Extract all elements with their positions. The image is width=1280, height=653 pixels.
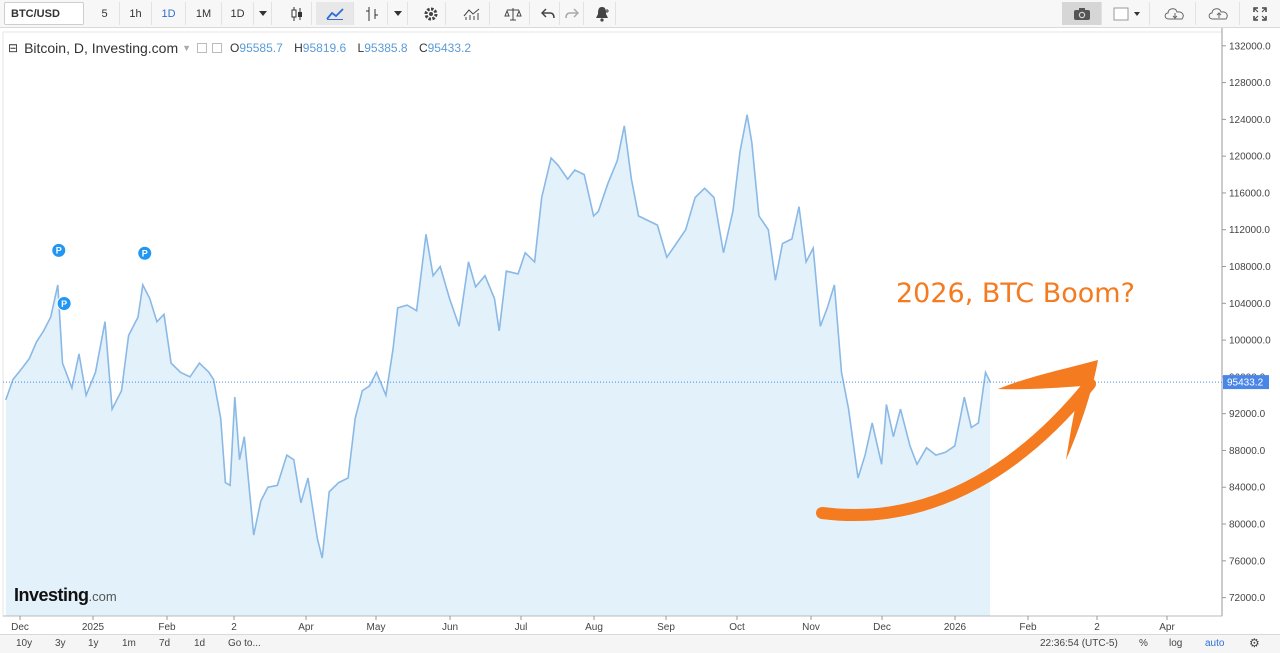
y-tick-label: 92000.0	[1229, 409, 1266, 420]
y-tick-label: 76000.0	[1229, 556, 1266, 567]
price-chart[interactable]: 72000.0 76000.0 80000.0 84000.0 88000.0 92000…	[0, 28, 1280, 634]
p-marker-dot	[137, 245, 153, 261]
last-price-label: 95433.2	[1227, 378, 1264, 389]
y-tick-label: 108000.0	[1229, 262, 1271, 273]
low-value: 95385.8	[364, 41, 408, 55]
p-marker: P	[137, 245, 153, 261]
interval-5[interactable]: 5	[90, 2, 120, 25]
range-7d[interactable]: 7d	[159, 638, 171, 649]
y-tick-label: 84000.0	[1229, 483, 1266, 494]
y-tick-label: 112000.0	[1229, 225, 1270, 236]
y-tick-label: 88000.0	[1229, 446, 1266, 457]
y-tick-label: 120000.0	[1229, 152, 1271, 163]
balance-icon[interactable]	[496, 2, 530, 25]
range-1m[interactable]: 1m	[122, 638, 136, 649]
annotation-text: 2026, BTC Boom?	[896, 278, 1135, 309]
goto-button[interactable]: Go to...	[228, 638, 261, 649]
legend-dropdown-icon[interactable]: ▼	[182, 43, 192, 53]
markers: P P P	[51, 242, 153, 311]
redo-icon[interactable]	[560, 2, 584, 25]
price-area	[5, 114, 991, 617]
range-1y[interactable]: 1y	[88, 638, 99, 649]
clock-time: 22:36:54 (UTC-5)	[1040, 638, 1118, 649]
bottom-bar: 10y 3y 1y 1m 7d 1d Go to... 22:36:54 (UT…	[0, 634, 1280, 653]
top-toolbar: BTC/USD 5 1h 1D 1M 1D	[0, 0, 1280, 28]
x-tick-label: Jun	[442, 622, 458, 633]
range-3y[interactable]: 3y	[55, 638, 66, 649]
bars-icon[interactable]	[356, 2, 388, 25]
percent-toggle[interactable]: %	[1139, 638, 1148, 649]
legend-visibility-icon[interactable]	[197, 43, 208, 53]
p-marker-dot	[56, 295, 72, 311]
chart-title: Bitcoin, D, Investing.com	[24, 40, 179, 56]
log-toggle[interactable]: log	[1169, 638, 1183, 649]
x-tick-label: Oct	[729, 622, 745, 633]
x-tick-label: May	[367, 622, 386, 633]
x-tick-label: Dec	[11, 622, 29, 633]
y-tick-label: 116000.0	[1229, 188, 1270, 199]
x-tick-label: 2026	[944, 622, 967, 633]
interval-1m[interactable]: 1M	[186, 2, 222, 25]
x-tick-label: Feb	[158, 622, 176, 633]
y-tick-label: 128000.0	[1229, 78, 1271, 89]
settings-icon[interactable]	[416, 2, 446, 25]
symbol-input[interactable]: BTC/USD	[4, 2, 84, 25]
collapse-legend-icon[interactable]: ⊟	[8, 41, 19, 55]
close-value: 95433.2	[427, 41, 472, 55]
indicators-icon[interactable]	[454, 2, 490, 25]
interval-dropdown-icon[interactable]	[254, 2, 272, 25]
cloud-upload-icon[interactable]	[1198, 2, 1240, 25]
p-marker-dot	[51, 242, 67, 258]
ohlc-values: O95585.7 H95819.6 L95385.8 C95433.2	[230, 41, 472, 55]
x-tick-label: Nov	[802, 622, 820, 633]
price-line	[5, 114, 991, 559]
line-chart-icon[interactable]	[316, 2, 354, 25]
y-tick-label: 72000.0	[1229, 593, 1266, 604]
interval-1d[interactable]: 1D	[152, 2, 186, 25]
chart-legend: ⊟ Bitcoin, D, Investing.com ▼ O95585.7 H…	[8, 40, 479, 56]
p-marker: P	[56, 295, 72, 311]
y-tick-label: 124000.0	[1229, 115, 1271, 126]
y-tick-label: 132000.0	[1229, 41, 1271, 52]
legend-settings-icon[interactable]	[212, 43, 223, 53]
last-price-badge	[1223, 375, 1269, 390]
fullscreen-icon[interactable]	[1244, 2, 1276, 25]
x-tick-label: Aug	[585, 622, 603, 633]
p-marker-label: P	[56, 246, 62, 256]
open-value: 95585.7	[239, 41, 283, 55]
chart-type-dropdown-icon[interactable]	[388, 2, 408, 25]
p-marker-label: P	[61, 299, 67, 309]
undo-icon[interactable]	[536, 2, 560, 25]
axes: 72000.0 76000.0 80000.0 84000.0 88000.0 92000…	[3, 28, 1271, 633]
arrow-annotation	[816, 360, 1098, 522]
x-tick-label: Jul	[515, 622, 528, 633]
auto-toggle[interactable]: auto	[1205, 638, 1225, 649]
x-tick-label: Dec	[873, 622, 891, 633]
x-tick-label: Sep	[657, 622, 675, 633]
interval-1h[interactable]: 1h	[120, 2, 152, 25]
y-tick-label: 100000.0	[1229, 336, 1271, 347]
x-tick-label: Apr	[1159, 622, 1175, 633]
high-value: 95819.6	[302, 41, 347, 55]
p-marker: P	[51, 242, 67, 258]
y-tick-label: 104000.0	[1229, 299, 1271, 310]
cloud-download-icon[interactable]	[1154, 2, 1196, 25]
candles-icon[interactable]	[282, 2, 312, 25]
range-10y[interactable]: 10y	[16, 638, 33, 649]
range-1d[interactable]: 1d	[194, 638, 206, 649]
investing-logo: Investing.com	[14, 585, 117, 605]
x-tick-label: Apr	[298, 622, 314, 633]
x-tick-label: 2	[231, 622, 237, 633]
color-box-icon[interactable]	[1106, 2, 1150, 25]
x-tick-label: 2025	[82, 622, 105, 633]
y-tick-label: 80000.0	[1229, 520, 1266, 531]
alert-icon[interactable]	[588, 2, 616, 25]
p-marker-label: P	[142, 249, 148, 259]
x-tick-label: 2	[1094, 622, 1100, 633]
camera-icon[interactable]	[1062, 2, 1102, 25]
bottom-settings-icon[interactable]: ⚙	[1249, 636, 1260, 650]
interval-1d-custom[interactable]: 1D	[222, 2, 254, 25]
x-tick-label: Feb	[1019, 622, 1037, 633]
